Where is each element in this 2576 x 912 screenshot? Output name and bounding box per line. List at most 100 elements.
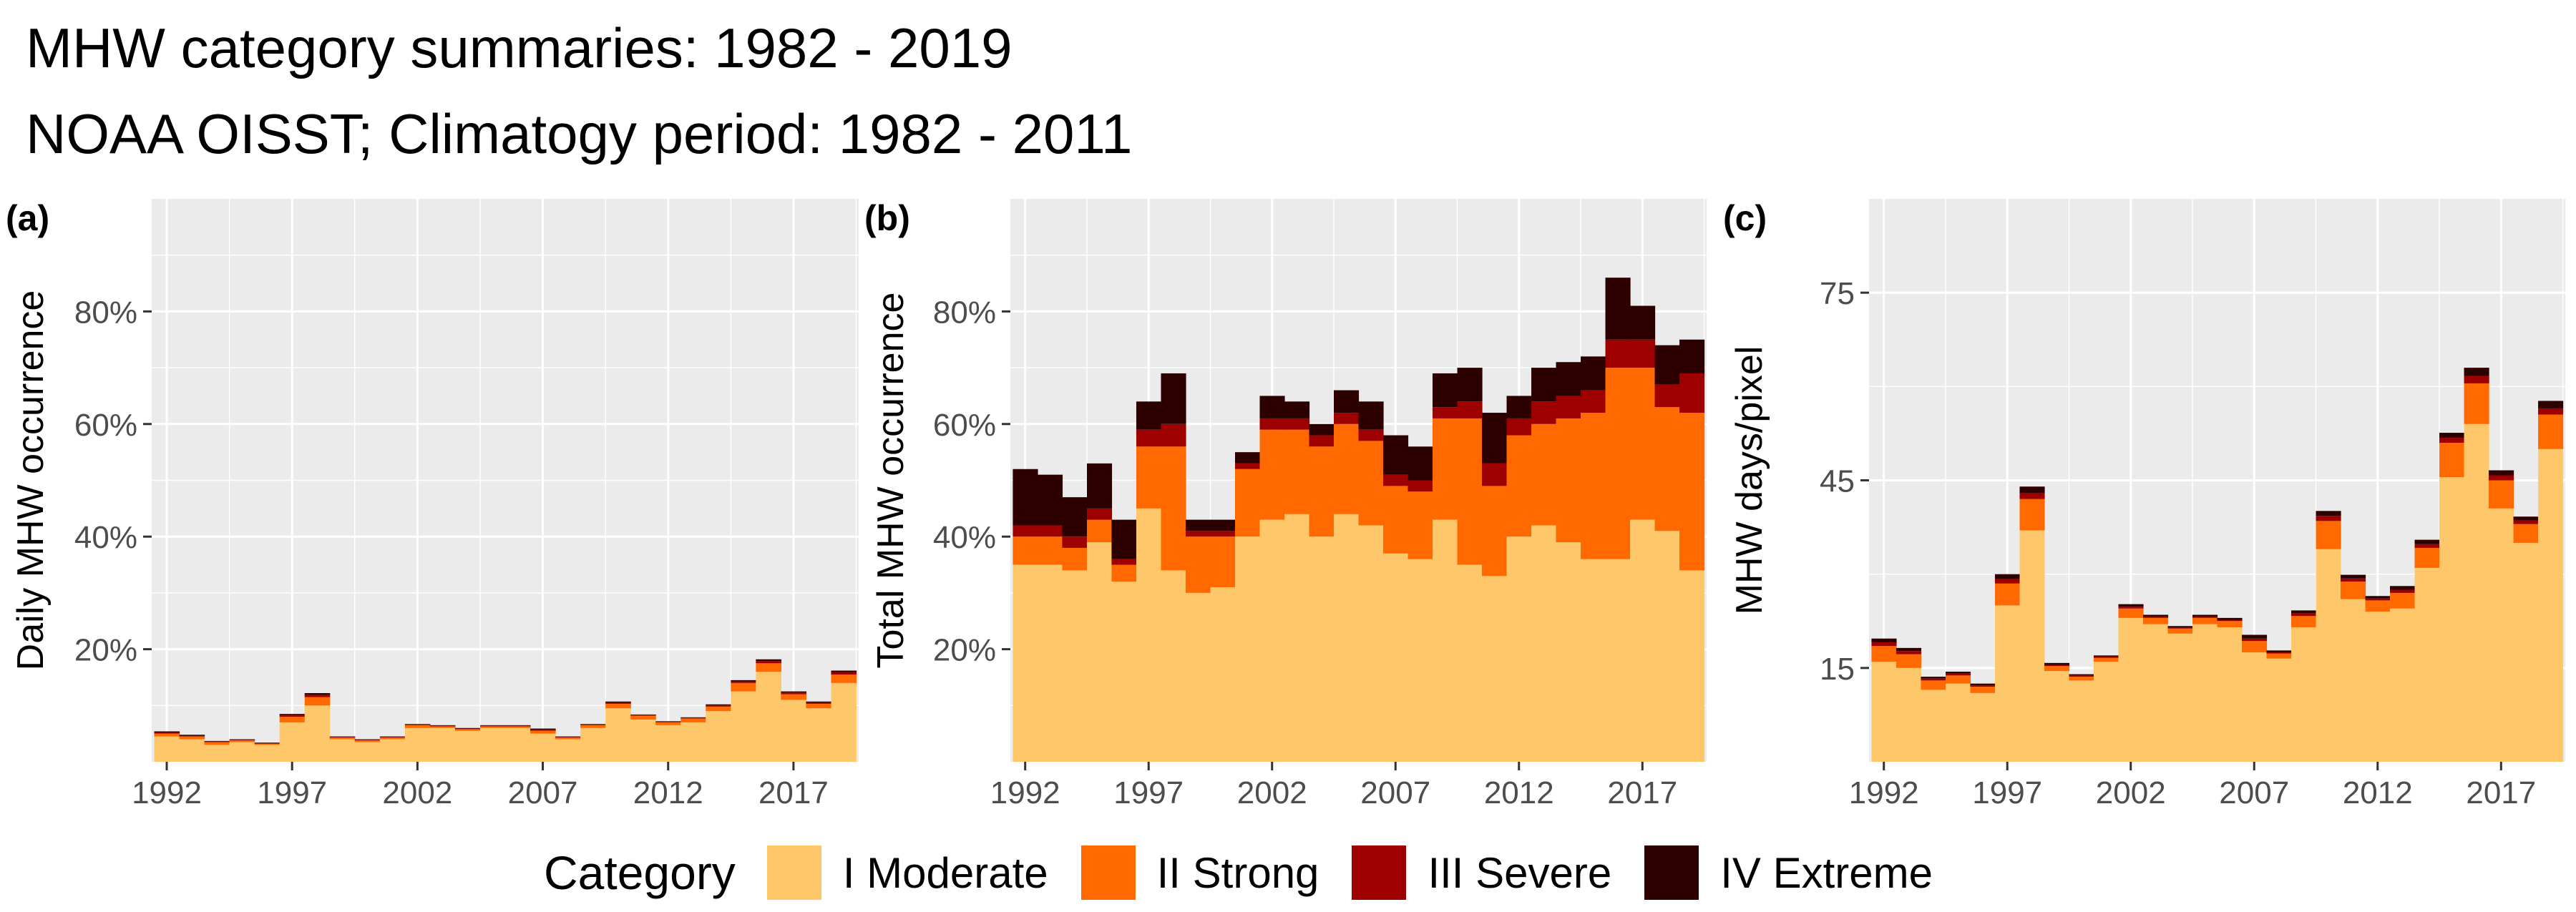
bar-segment-i-moderate	[680, 722, 706, 762]
bar-segment-ii-strong	[655, 722, 681, 725]
x-tick-label: 2002	[2096, 775, 2166, 810]
bar-segment-iii-severe	[2464, 376, 2489, 383]
bar-segment-i-moderate	[2316, 549, 2341, 762]
legend-item-moderate: I Moderate	[766, 845, 1048, 900]
bar-segment-i-moderate	[2538, 448, 2564, 762]
bar-segment-iv-extreme	[2019, 486, 2045, 493]
bar-segment-iv-extreme	[2093, 655, 2119, 657]
bar-segment-i-moderate	[706, 711, 731, 762]
bar-segment-iii-severe	[2093, 657, 2119, 658]
bar-segment-iv-extreme	[2390, 586, 2416, 590]
bar-segment-iii-severe	[1210, 531, 1236, 537]
bar-segment-iv-extreme	[2414, 539, 2440, 544]
bar-segment-ii-strong	[1062, 547, 1088, 571]
bar-segment-iv-extreme	[404, 724, 431, 725]
bar-segment-iii-severe	[2341, 578, 2366, 582]
bar-segment-iii-severe	[1506, 418, 1532, 436]
bar-segment-i-moderate	[1994, 605, 2021, 762]
bar-segment-ii-strong	[605, 703, 631, 709]
bar-segment-ii-strong	[2192, 617, 2218, 624]
bar-segment-i-moderate	[2489, 508, 2514, 762]
bar-segment-iii-severe	[2192, 617, 2218, 618]
bar-segment-iii-severe	[1037, 525, 1063, 537]
legend-item-severe: III Severe	[1352, 845, 1611, 900]
y-tick-label: 45	[1820, 464, 1855, 499]
bar-segment-iv-extreme	[154, 731, 180, 733]
bar-segment-ii-strong	[1630, 368, 1656, 520]
bar-segment-iii-severe	[1679, 373, 1705, 413]
bar-segment-iii-severe	[179, 735, 205, 737]
bar-segment-iv-extreme	[2538, 401, 2564, 408]
bar-segment-ii-strong	[1556, 418, 1581, 543]
bar-segment-ii-strong	[254, 743, 280, 745]
bar-segment-ii-strong	[1111, 564, 1137, 582]
bar-segment-ii-strong	[2242, 641, 2268, 652]
bar-segment-iv-extreme	[1896, 647, 1922, 652]
bar-segment-i-moderate	[2142, 624, 2169, 762]
bar-segment-iv-extreme	[1185, 519, 1211, 531]
bar-segment-iii-severe	[1234, 463, 1261, 469]
bar-segment-ii-strong	[1284, 429, 1310, 514]
bar-segment-ii-strong	[2414, 547, 2440, 568]
bar-segment-iv-extreme	[1945, 672, 1971, 674]
bar-segment-iv-extreme	[1013, 469, 1038, 526]
x-tick-label: 1992	[1849, 775, 1919, 810]
bar-segment-iv-extreme	[1994, 574, 2021, 579]
bar-segment-ii-strong	[1970, 687, 1996, 693]
bar-segment-ii-strong	[1383, 486, 1409, 554]
x-tick-label: 2002	[1237, 775, 1307, 810]
bar-segment-ii-strong	[2044, 666, 2070, 672]
bar-segment-iii-severe	[505, 725, 531, 727]
bar-segment-iv-extreme	[781, 691, 807, 693]
bar-segment-i-moderate	[2341, 599, 2366, 762]
bar-segment-iv-extreme	[605, 701, 631, 703]
bar-segment-iii-severe	[781, 692, 807, 695]
bar-segment-iii-severe	[1062, 536, 1088, 548]
bar-segment-iv-extreme	[1679, 339, 1705, 373]
bar-segment-ii-strong	[1896, 654, 1922, 668]
bar-segment-iv-extreme	[1136, 401, 1162, 430]
bar-segment-i-moderate	[404, 727, 431, 762]
bar-segment-ii-strong	[1457, 418, 1483, 565]
bar-segment-iii-severe	[254, 743, 280, 744]
bar-segment-iv-extreme	[1407, 446, 1433, 481]
bar-segment-ii-strong	[1037, 536, 1063, 565]
bar-segment-ii-strong	[2489, 480, 2514, 509]
bar-segment-iii-severe	[831, 672, 857, 675]
bar-segment-iii-severe	[1531, 401, 1557, 424]
bar-segment-ii-strong	[2142, 617, 2169, 624]
bar-segment-iii-severe	[1185, 531, 1211, 537]
legend-label-severe: III Severe	[1428, 848, 1612, 897]
bar-segment-iv-extreme	[2266, 650, 2292, 652]
bar-segment-iv-extreme	[1358, 401, 1384, 430]
bar-segment-iii-severe	[2291, 613, 2317, 617]
bar-segment-i-moderate	[1921, 690, 1946, 762]
bar-segment-ii-strong	[806, 703, 832, 709]
y-tick-label: 40%	[933, 520, 996, 555]
bar-segment-ii-strong	[1333, 423, 1360, 514]
bar-segment-iv-extreme	[1457, 368, 1483, 402]
bar-segment-iv-extreme	[1506, 396, 1532, 418]
bar-segment-iii-severe	[2266, 652, 2292, 654]
bar-segment-iii-severe	[1136, 429, 1162, 447]
bar-segment-ii-strong	[505, 726, 531, 728]
x-tick-label: 1992	[132, 775, 202, 810]
bar-segment-ii-strong	[329, 737, 356, 740]
bar-segment-i-moderate	[2093, 662, 2119, 762]
bar-segment-ii-strong	[179, 736, 205, 740]
bar-segment-ii-strong	[454, 729, 481, 731]
bar-segment-i-moderate	[806, 708, 832, 762]
bar-segment-ii-strong	[479, 726, 506, 728]
bar-segment-ii-strong	[1210, 536, 1236, 588]
bar-segment-i-moderate	[2390, 608, 2416, 762]
bar-segment-iii-severe	[1383, 474, 1409, 486]
bar-segment-i-moderate	[2439, 477, 2465, 762]
bar-segment-i-moderate	[1259, 519, 1285, 762]
bar-segment-ii-strong	[731, 682, 756, 692]
bar-segment-i-moderate	[2242, 652, 2268, 762]
bar-segment-iii-severe	[731, 681, 756, 683]
bar-segment-iv-extreme	[2118, 604, 2144, 607]
bar-segment-i-moderate	[1871, 662, 1897, 762]
bar-segment-iv-extreme	[806, 701, 832, 703]
bar-segment-i-moderate	[279, 722, 306, 762]
